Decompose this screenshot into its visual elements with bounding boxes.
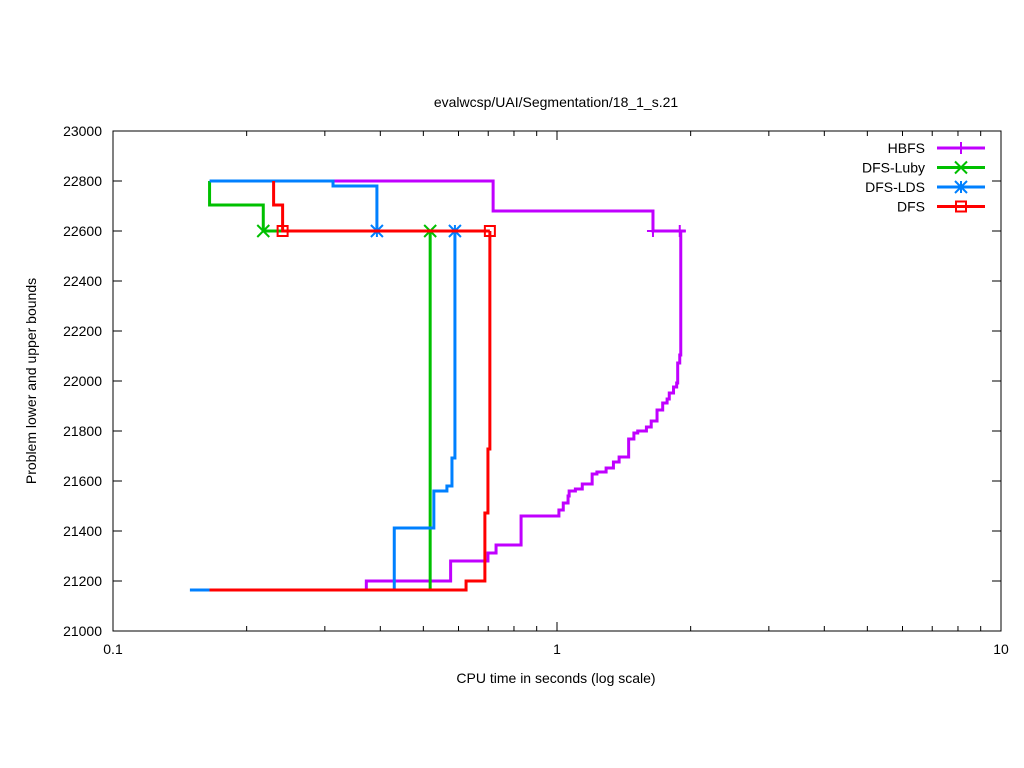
x-axis-label: CPU time in seconds (log scale) — [456, 670, 655, 686]
legend-item: DFS-Luby — [862, 160, 985, 176]
series-hbfs — [333, 179, 686, 590]
plus-marker — [646, 225, 659, 237]
x-tick-label: 1 — [553, 641, 561, 657]
y-tick-label: 22400 — [63, 273, 102, 289]
legend: HBFS DFS-Luby DFS-LDS DFS — [862, 140, 985, 215]
lower-bound-line — [189, 231, 457, 592]
lower-bound-line — [209, 231, 492, 592]
square-marker — [483, 225, 496, 237]
axes: 21000 21200 21400 21600 21800 22000 22200 22400… — [63, 123, 1009, 657]
y-tick-label: 22600 — [63, 223, 102, 239]
legend-item: HBFS — [888, 140, 985, 156]
upper-bound-line — [333, 179, 686, 233]
upper-bound-line — [208, 181, 432, 590]
y-tick-label: 22200 — [63, 323, 102, 339]
y-axis-label: Problem lower and upper bounds — [23, 278, 39, 484]
legend-label: HBFS — [888, 140, 925, 156]
lower-bound-line — [364, 231, 683, 590]
plus-marker — [955, 142, 967, 154]
cross-marker — [256, 224, 270, 238]
y-tick-label: 21400 — [63, 523, 102, 539]
y-tick-label: 22000 — [63, 373, 102, 389]
series-dfs-lds — [189, 179, 462, 592]
legend-item: DFS-LDS — [865, 179, 985, 195]
y-tick-label: 21200 — [63, 573, 102, 589]
upper-bound-line — [272, 181, 490, 233]
y-tick-label: 23000 — [63, 123, 102, 139]
x-tick-label: 0.1 — [103, 641, 123, 657]
square-marker — [276, 225, 289, 237]
plot-area — [189, 179, 686, 592]
legend-label: DFS-Luby — [862, 160, 925, 176]
cross-marker — [954, 160, 968, 175]
legend-label: DFS-LDS — [865, 179, 925, 195]
y-tick-label: 21600 — [63, 473, 102, 489]
chart-title: evalwcsp/UAI/Segmentation/18_1_s.21 — [434, 94, 679, 110]
y-tick-label: 21000 — [63, 623, 102, 639]
plus-marker — [673, 225, 686, 237]
square-marker — [955, 200, 967, 213]
legend-label: DFS — [897, 199, 925, 215]
star-marker — [954, 180, 968, 194]
y-tick-label: 22800 — [63, 173, 102, 189]
series-dfs — [209, 181, 496, 592]
legend-item: DFS — [897, 199, 985, 215]
y-tick-label: 21800 — [63, 423, 102, 439]
x-tick-label: 10 — [993, 641, 1009, 657]
